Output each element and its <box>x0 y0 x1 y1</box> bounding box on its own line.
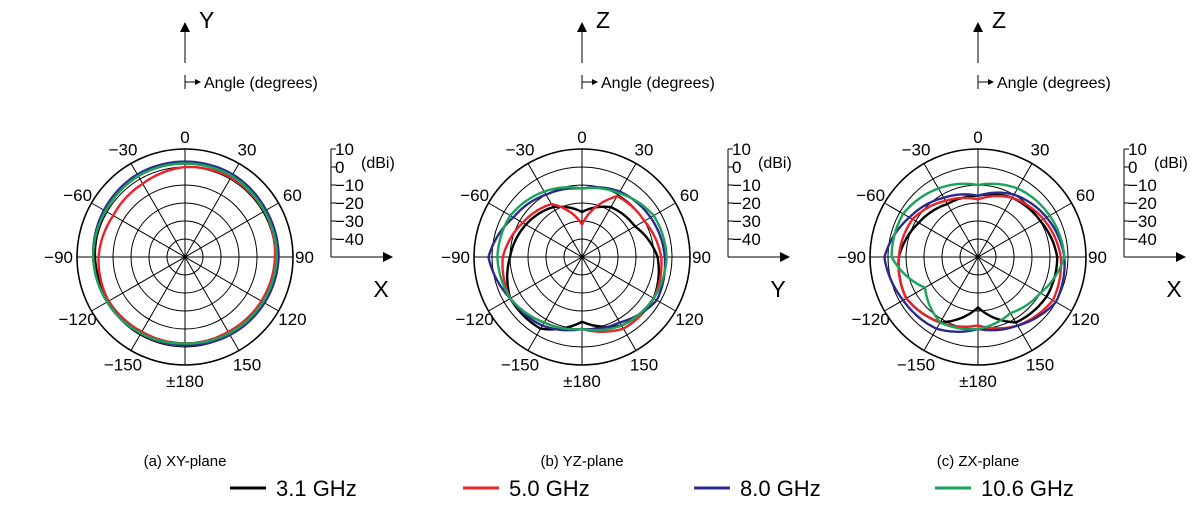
angle-tick-label: 150 <box>233 355 261 374</box>
gain-tick-label: −40 <box>1128 230 1157 249</box>
right-axis-label: X <box>373 276 388 302</box>
angle-tick-label: 90 <box>1088 248 1107 267</box>
angle-tick-label: 90 <box>295 248 314 267</box>
angle-note-arrowhead <box>988 79 994 85</box>
gain-tick-label: 10 <box>732 140 751 159</box>
angle-tick-label: 120 <box>675 310 703 329</box>
right-axis-arrowhead <box>780 252 790 262</box>
angle-tick-label: −30 <box>506 141 535 160</box>
gain-tick-label: −30 <box>1128 212 1157 231</box>
angle-tick-label: 30 <box>238 141 257 160</box>
gain-tick-label: 0 <box>1128 158 1137 177</box>
angle-tick-label: −120 <box>851 310 889 329</box>
series-line-10-6-ghz <box>496 186 668 332</box>
angle-tick-label: 0 <box>577 128 586 147</box>
gain-tick-label: −30 <box>335 212 364 231</box>
series-line-8-0-ghz <box>91 160 280 347</box>
series-line-3-1-ghz <box>506 205 660 331</box>
angle-tick-label: 60 <box>1076 186 1095 205</box>
up-axis-label: Z <box>992 7 1006 33</box>
angle-tick-label: ±180 <box>166 372 204 391</box>
angle-tick-label: 150 <box>630 355 658 374</box>
panel-caption: (b) YZ-plane <box>540 453 623 470</box>
gain-tick-label: −20 <box>335 194 364 213</box>
angle-tick-label: −90 <box>441 248 470 267</box>
series-line-5-0-ghz <box>897 194 1063 330</box>
angle-tick-label: ±180 <box>959 372 997 391</box>
gain-tick-label: −30 <box>732 212 761 231</box>
gain-tick-label: 10 <box>335 140 354 159</box>
gain-unit-label: (dBi) <box>361 155 395 172</box>
angle-tick-label: −90 <box>837 248 866 267</box>
angle-tick-label: 90 <box>692 248 711 267</box>
angle-tick-label: −120 <box>58 310 96 329</box>
angle-tick-label: ±180 <box>563 372 601 391</box>
legend-label: 8.0 GHz <box>740 476 821 501</box>
grid-spoke <box>923 163 1033 351</box>
right-axis-label: X <box>1166 276 1181 302</box>
angle-note-label: Angle (degrees) <box>204 75 318 92</box>
angle-tick-label: −60 <box>63 186 92 205</box>
angle-tick-label: 60 <box>283 186 302 205</box>
right-axis-arrowhead <box>383 252 393 262</box>
angle-note-label: Angle (degrees) <box>997 75 1111 92</box>
angle-tick-label: 30 <box>635 141 654 160</box>
up-axis-arrowhead <box>180 22 190 32</box>
gain-tick-label: 0 <box>732 158 741 177</box>
angle-tick-label: −150 <box>104 355 142 374</box>
angle-tick-label: 0 <box>973 128 982 147</box>
panel-caption: (c) ZX-plane <box>937 453 1020 470</box>
gain-tick-label: −10 <box>1128 176 1157 195</box>
gain-tick-label: 0 <box>335 158 344 177</box>
angle-tick-label: 0 <box>180 128 189 147</box>
right-axis-arrowhead <box>1176 252 1186 262</box>
gain-tick-label: −10 <box>732 176 761 195</box>
angle-note-label: Angle (degrees) <box>601 75 715 92</box>
gain-unit-label: (dBi) <box>1154 155 1188 172</box>
angle-tick-label: 120 <box>1071 310 1099 329</box>
angle-tick-label: −150 <box>897 355 935 374</box>
gain-tick-label: 10 <box>1128 140 1147 159</box>
panel-caption: (a) XY-plane <box>144 453 227 470</box>
gain-unit-label: (dBi) <box>758 155 792 172</box>
angle-tick-label: −60 <box>856 186 885 205</box>
up-axis-arrowhead <box>973 22 983 32</box>
up-axis-arrowhead <box>577 22 587 32</box>
gain-tick-label: −20 <box>1128 194 1157 213</box>
legend-label: 5.0 GHz <box>509 476 590 501</box>
angle-tick-label: −120 <box>455 310 493 329</box>
angle-note-arrowhead <box>195 79 201 85</box>
right-axis-label: Y <box>770 276 785 302</box>
angle-tick-label: −150 <box>501 355 539 374</box>
angle-tick-label: −30 <box>902 141 931 160</box>
legend: 3.1 GHz 5.0 GHz 8.0 GHz 10.6 GHz <box>230 476 1074 501</box>
gain-tick-label: −20 <box>732 194 761 213</box>
up-axis-label: Y <box>199 7 214 33</box>
angle-note-arrowhead <box>592 79 598 85</box>
grid-spoke <box>130 163 240 351</box>
angle-tick-label: −90 <box>44 248 73 267</box>
gain-tick-label: −40 <box>732 230 761 249</box>
legend-label: 3.1 GHz <box>276 476 357 501</box>
angle-tick-label: −60 <box>460 186 489 205</box>
angle-tick-label: −30 <box>109 141 138 160</box>
series-line-10-6-ghz <box>890 182 1066 331</box>
angle-tick-label: 60 <box>680 186 699 205</box>
legend-label: 10.6 GHz <box>981 476 1074 501</box>
series-line-10-6-ghz <box>92 162 278 345</box>
gain-tick-label: −40 <box>335 230 364 249</box>
series-line-3-1-ghz <box>897 193 1059 324</box>
gain-tick-label: −10 <box>335 176 364 195</box>
angle-tick-label: 120 <box>278 310 306 329</box>
angle-tick-label: 30 <box>1031 141 1050 160</box>
up-axis-label: Z <box>596 7 610 33</box>
angle-tick-label: 150 <box>1026 355 1054 374</box>
